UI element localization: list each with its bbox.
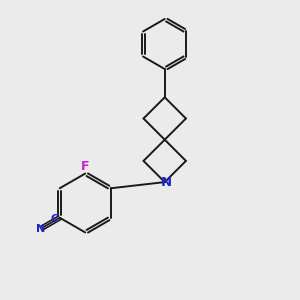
Text: C: C	[50, 214, 59, 224]
Text: F: F	[81, 160, 89, 173]
Text: N: N	[36, 224, 45, 235]
Text: N: N	[160, 176, 172, 189]
